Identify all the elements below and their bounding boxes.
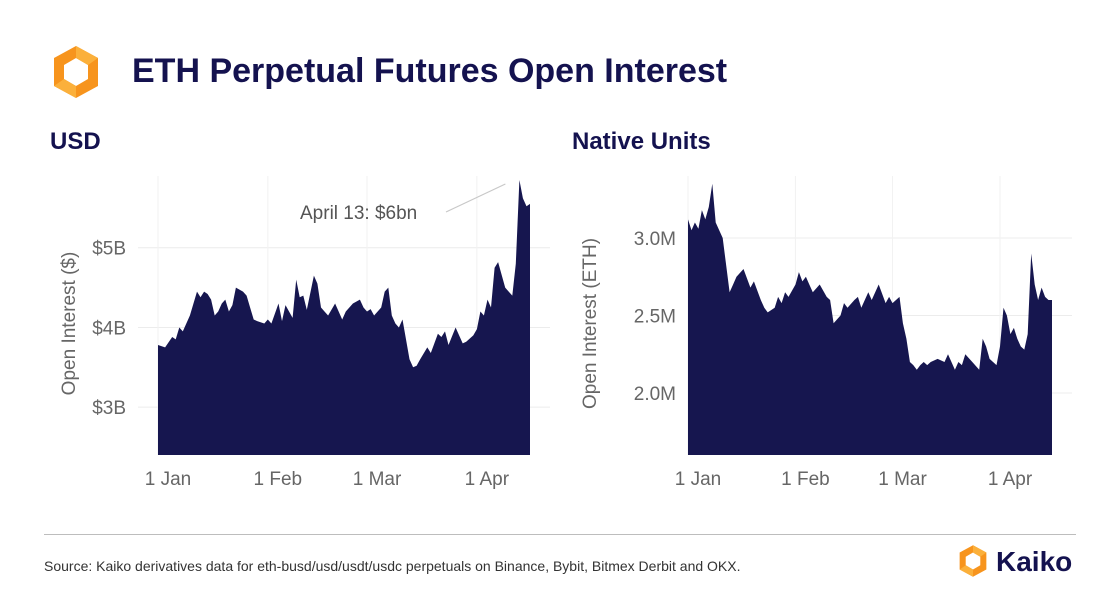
native-open-interest-area bbox=[688, 183, 1052, 456]
usd-open-interest-area bbox=[158, 180, 530, 455]
native-x-tick-label: 1 Jan bbox=[675, 469, 721, 490]
usd-x-tick-label: 1 Apr bbox=[465, 469, 510, 490]
native-y-tick-label: 3.0M bbox=[634, 229, 676, 250]
kaiko-logo-icon bbox=[54, 46, 98, 98]
usd-y-tick-label: $4B bbox=[92, 318, 126, 339]
native-x-tick-label: 1 Apr bbox=[988, 469, 1033, 490]
usd-y-tick-label: $5B bbox=[92, 239, 126, 260]
usd-y-axis-label: Open Interest ($) bbox=[59, 252, 80, 396]
usd-y-tick-label: $3B bbox=[92, 398, 126, 419]
footer-divider bbox=[44, 534, 1076, 535]
native-y-tick-label: 2.5M bbox=[634, 307, 676, 328]
page-title: ETH Perpetual Futures Open Interest bbox=[132, 52, 728, 90]
usd-panel-title: USD bbox=[50, 128, 101, 155]
usd-annotation-label: April 13: $6bn bbox=[300, 203, 417, 224]
native-y-tick-label: 2.0M bbox=[634, 384, 676, 405]
native-units-panel-title: Native Units bbox=[572, 128, 711, 155]
usd-x-tick-label: 1 Feb bbox=[254, 469, 303, 490]
native-y-axis-label: Open Interest (ETH) bbox=[580, 238, 601, 409]
kaiko-brand-name: Kaiko bbox=[996, 546, 1073, 577]
usd-x-tick-label: 1 Mar bbox=[353, 469, 402, 490]
usd-x-tick-label: 1 Jan bbox=[145, 469, 191, 490]
usd-open-interest-chart: $3B $4B $5B 1 Jan 1 Feb 1 Mar 1 Apr Open Inte… bbox=[59, 176, 550, 490]
source-note: Source: Kaiko derivatives data for eth-b… bbox=[44, 558, 741, 574]
native-x-tick-label: 1 Feb bbox=[781, 469, 830, 490]
usd-annotation-leader-line bbox=[445, 183, 506, 213]
native-x-tick-label: 1 Mar bbox=[878, 469, 927, 490]
kaiko-brand-logo-icon bbox=[959, 545, 987, 577]
native-units-open-interest-chart: 2.0M 2.5M 3.0M 1 Jan 1 Feb 1 Mar 1 Apr Open I… bbox=[580, 176, 1072, 490]
